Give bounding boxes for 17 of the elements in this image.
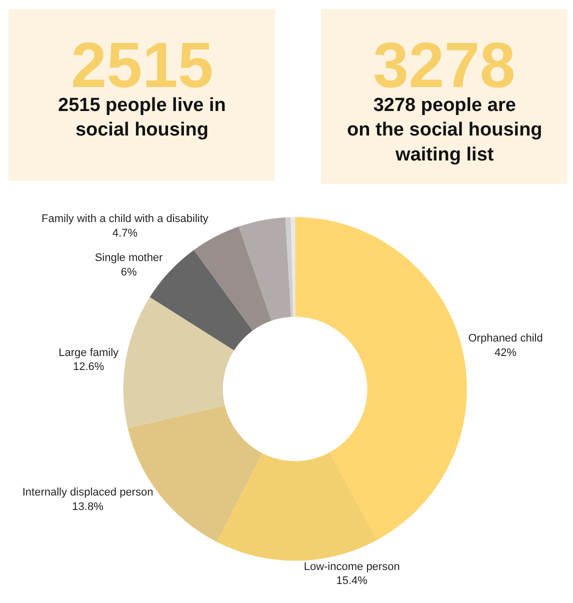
donut-slice <box>123 297 234 428</box>
donut-slice <box>285 217 294 317</box>
slice-label: Single mother <box>94 252 164 264</box>
slice-label: Orphaned child <box>468 332 543 345</box>
data-label: 6% <box>120 266 137 279</box>
data-label: 15.4% <box>336 575 368 588</box>
donut-slice <box>238 217 292 321</box>
data-label: 13.8% <box>72 501 104 514</box>
data-label: 4.7% <box>112 227 138 240</box>
data-label: 42% <box>494 346 517 359</box>
slice-label: Internally displaced person <box>22 486 154 499</box>
donut-slice <box>194 226 272 331</box>
slice-label: Low-income person <box>304 560 400 573</box>
slice-label: Large family <box>58 346 120 359</box>
data-label: 12.6% <box>72 361 104 374</box>
donut-slice <box>290 217 296 317</box>
slice-label: Family with a child with a disability <box>42 213 209 226</box>
